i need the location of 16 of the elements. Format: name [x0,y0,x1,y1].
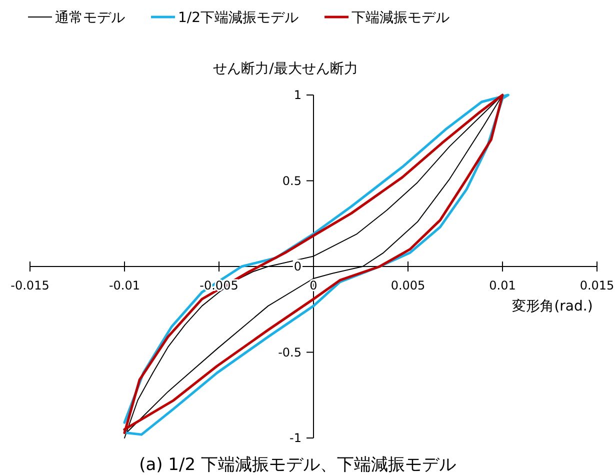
x-axis-title: 変形角(rad.) [512,298,593,314]
x-tick-label: 0.01 [489,278,516,292]
legend-label: 通常モデル [55,10,125,26]
x-tick-label: -0.01 [108,278,140,292]
text: (a) 1/2 下端減振モデル、下端減振モデル [139,455,456,475]
y-tick-label: -1 [290,431,302,445]
y-axis-title: せん断力/最大せん断力 [213,61,358,77]
y-tick-label: 0.5 [282,174,302,188]
x-tick-label: -0.015 [10,278,50,292]
y-tick-label: -0.5 [278,345,302,360]
x-tick-label: 0.015 [580,278,614,292]
x-tick-label: 0.005 [390,278,426,292]
y-tick-label: 0 [294,260,302,274]
y-tick-label: 1 [294,88,302,102]
legend-label: 下端減振モデル [352,10,450,26]
legend-label: 1/2下端減振モデル [178,10,299,26]
